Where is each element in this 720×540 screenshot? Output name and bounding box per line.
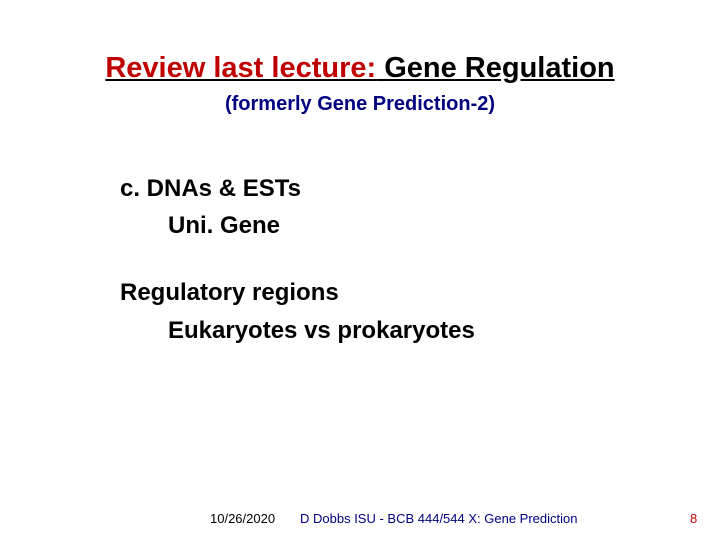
- body-line-2: Uni. Gene: [168, 207, 475, 244]
- body-line-3: Regulatory regions: [120, 274, 475, 311]
- title-rest: Gene Regulation: [376, 52, 614, 84]
- title-highlight: Review last lecture:: [105, 52, 376, 84]
- footer-center: D Dobbs ISU - BCB 444/544 X: Gene Predic…: [300, 511, 577, 526]
- slide: Review last lecture: Gene Regulation (fo…: [0, 0, 720, 540]
- body-gap: [120, 244, 475, 274]
- body-line-1: c. DNAs & ESTs: [120, 170, 475, 207]
- slide-body: c. DNAs & ESTs Uni. Gene Regulatory regi…: [120, 170, 475, 349]
- footer-date: 10/26/2020: [210, 511, 275, 526]
- body-line-4: Eukaryotes vs prokaryotes: [168, 312, 475, 349]
- slide-title: Review last lecture: Gene Regulation: [0, 52, 720, 85]
- slide-subtitle: (formerly Gene Prediction-2): [0, 93, 720, 116]
- footer-pagenum: 8: [690, 511, 697, 526]
